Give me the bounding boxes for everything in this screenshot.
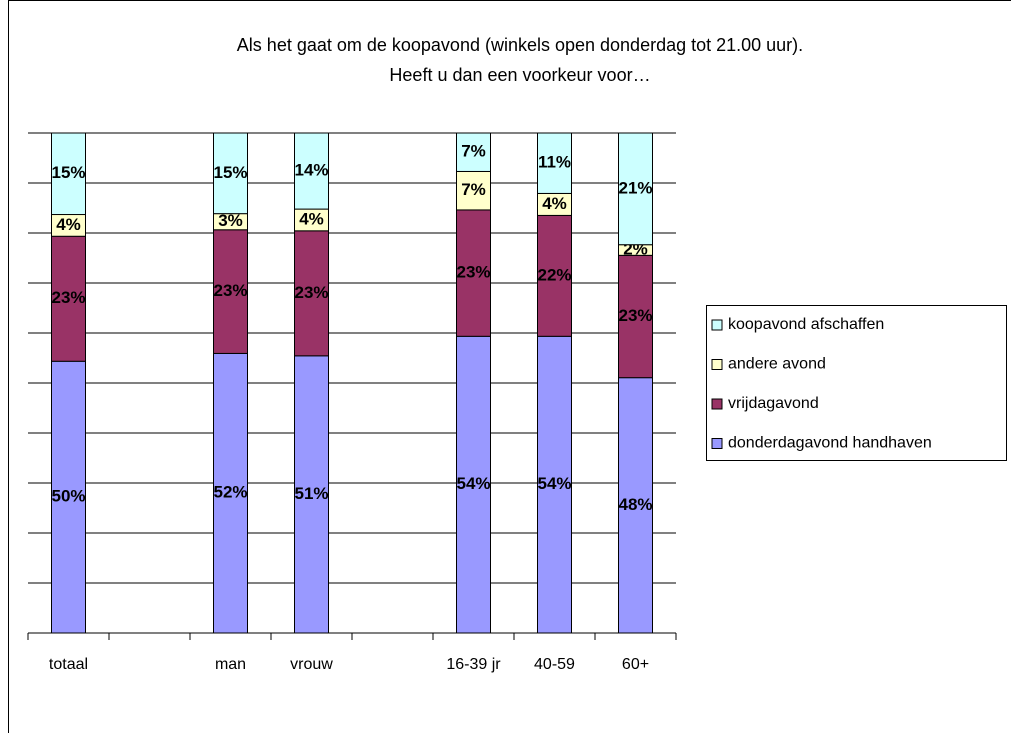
bar-segment bbox=[537, 214, 572, 337]
legend bbox=[706, 305, 1007, 461]
chart-frame bbox=[8, 0, 1011, 733]
bar-segment bbox=[213, 132, 248, 215]
data-label: 23% bbox=[294, 283, 328, 302]
x-tick-label-box: 40-59 bbox=[534, 656, 575, 673]
data-label: 21% bbox=[618, 178, 652, 197]
x-tick-label: vrouw bbox=[290, 656, 333, 673]
chart-title: Als het gaat om de koopavond (winkels op… bbox=[236, 35, 804, 85]
x-tick-label: 60+ bbox=[621, 656, 650, 673]
x-tick-label: 16-39 jr bbox=[446, 656, 501, 673]
bar-segment bbox=[618, 377, 653, 634]
bar-segment bbox=[456, 170, 491, 211]
x-tick-label-box: 60+ bbox=[621, 656, 650, 673]
data-label: 51% bbox=[294, 484, 328, 503]
data-label: 11% bbox=[538, 153, 571, 172]
x-tick-label-box: 16-39 jr bbox=[446, 656, 501, 673]
legend-swatch bbox=[711, 398, 723, 410]
legend-label: vrijdagavond bbox=[728, 395, 819, 412]
data-label: 23% bbox=[618, 306, 652, 325]
legend-swatch bbox=[711, 319, 723, 331]
data-label: 4% bbox=[542, 194, 567, 213]
x-tick-label: man bbox=[214, 656, 247, 673]
legend-label: andere avond bbox=[728, 356, 826, 373]
bar-segment bbox=[51, 132, 86, 216]
data-label: 23% bbox=[456, 263, 490, 282]
data-label: 52% bbox=[213, 483, 247, 502]
data-label: 50% bbox=[51, 487, 85, 506]
data-label: 54% bbox=[537, 474, 571, 493]
legend-swatch bbox=[711, 359, 723, 370]
bar-segment bbox=[213, 352, 248, 634]
data-label: 54% bbox=[456, 474, 490, 493]
bar-segment bbox=[618, 132, 653, 246]
bar-segment bbox=[537, 132, 572, 194]
data-label: 4% bbox=[299, 209, 324, 228]
legend-label: donderdagavond handhaven bbox=[728, 435, 932, 452]
bar-segment bbox=[294, 230, 329, 357]
x-tick-label-box: man bbox=[214, 656, 247, 673]
bar-segment bbox=[294, 132, 329, 210]
data-label: 22% bbox=[537, 265, 571, 284]
data-label: 4% bbox=[56, 215, 81, 234]
data-label: 48% bbox=[618, 495, 652, 514]
x-tick-label-box: totaal bbox=[48, 656, 89, 673]
x-tick-label-box: vrouw bbox=[290, 656, 333, 673]
data-label: 23% bbox=[51, 288, 85, 307]
legend-label: koopavond afschaffen bbox=[728, 316, 884, 333]
data-label: 15% bbox=[213, 163, 247, 182]
bar-segment bbox=[213, 229, 248, 354]
data-label: 15% bbox=[51, 163, 85, 182]
data-label: 7% bbox=[461, 142, 486, 161]
data-label: 7% bbox=[461, 180, 486, 199]
bar-segment bbox=[618, 254, 653, 379]
data-label: 14% bbox=[294, 161, 328, 180]
data-label: 23% bbox=[213, 281, 247, 300]
bar-segment bbox=[456, 335, 491, 634]
bar-segment bbox=[456, 132, 491, 172]
legend-swatch bbox=[711, 438, 723, 449]
x-tick-label: 40-59 bbox=[534, 656, 575, 673]
x-tick-label: totaal bbox=[48, 656, 89, 673]
data-label: 3% bbox=[218, 211, 243, 230]
bar-segment bbox=[294, 355, 329, 634]
